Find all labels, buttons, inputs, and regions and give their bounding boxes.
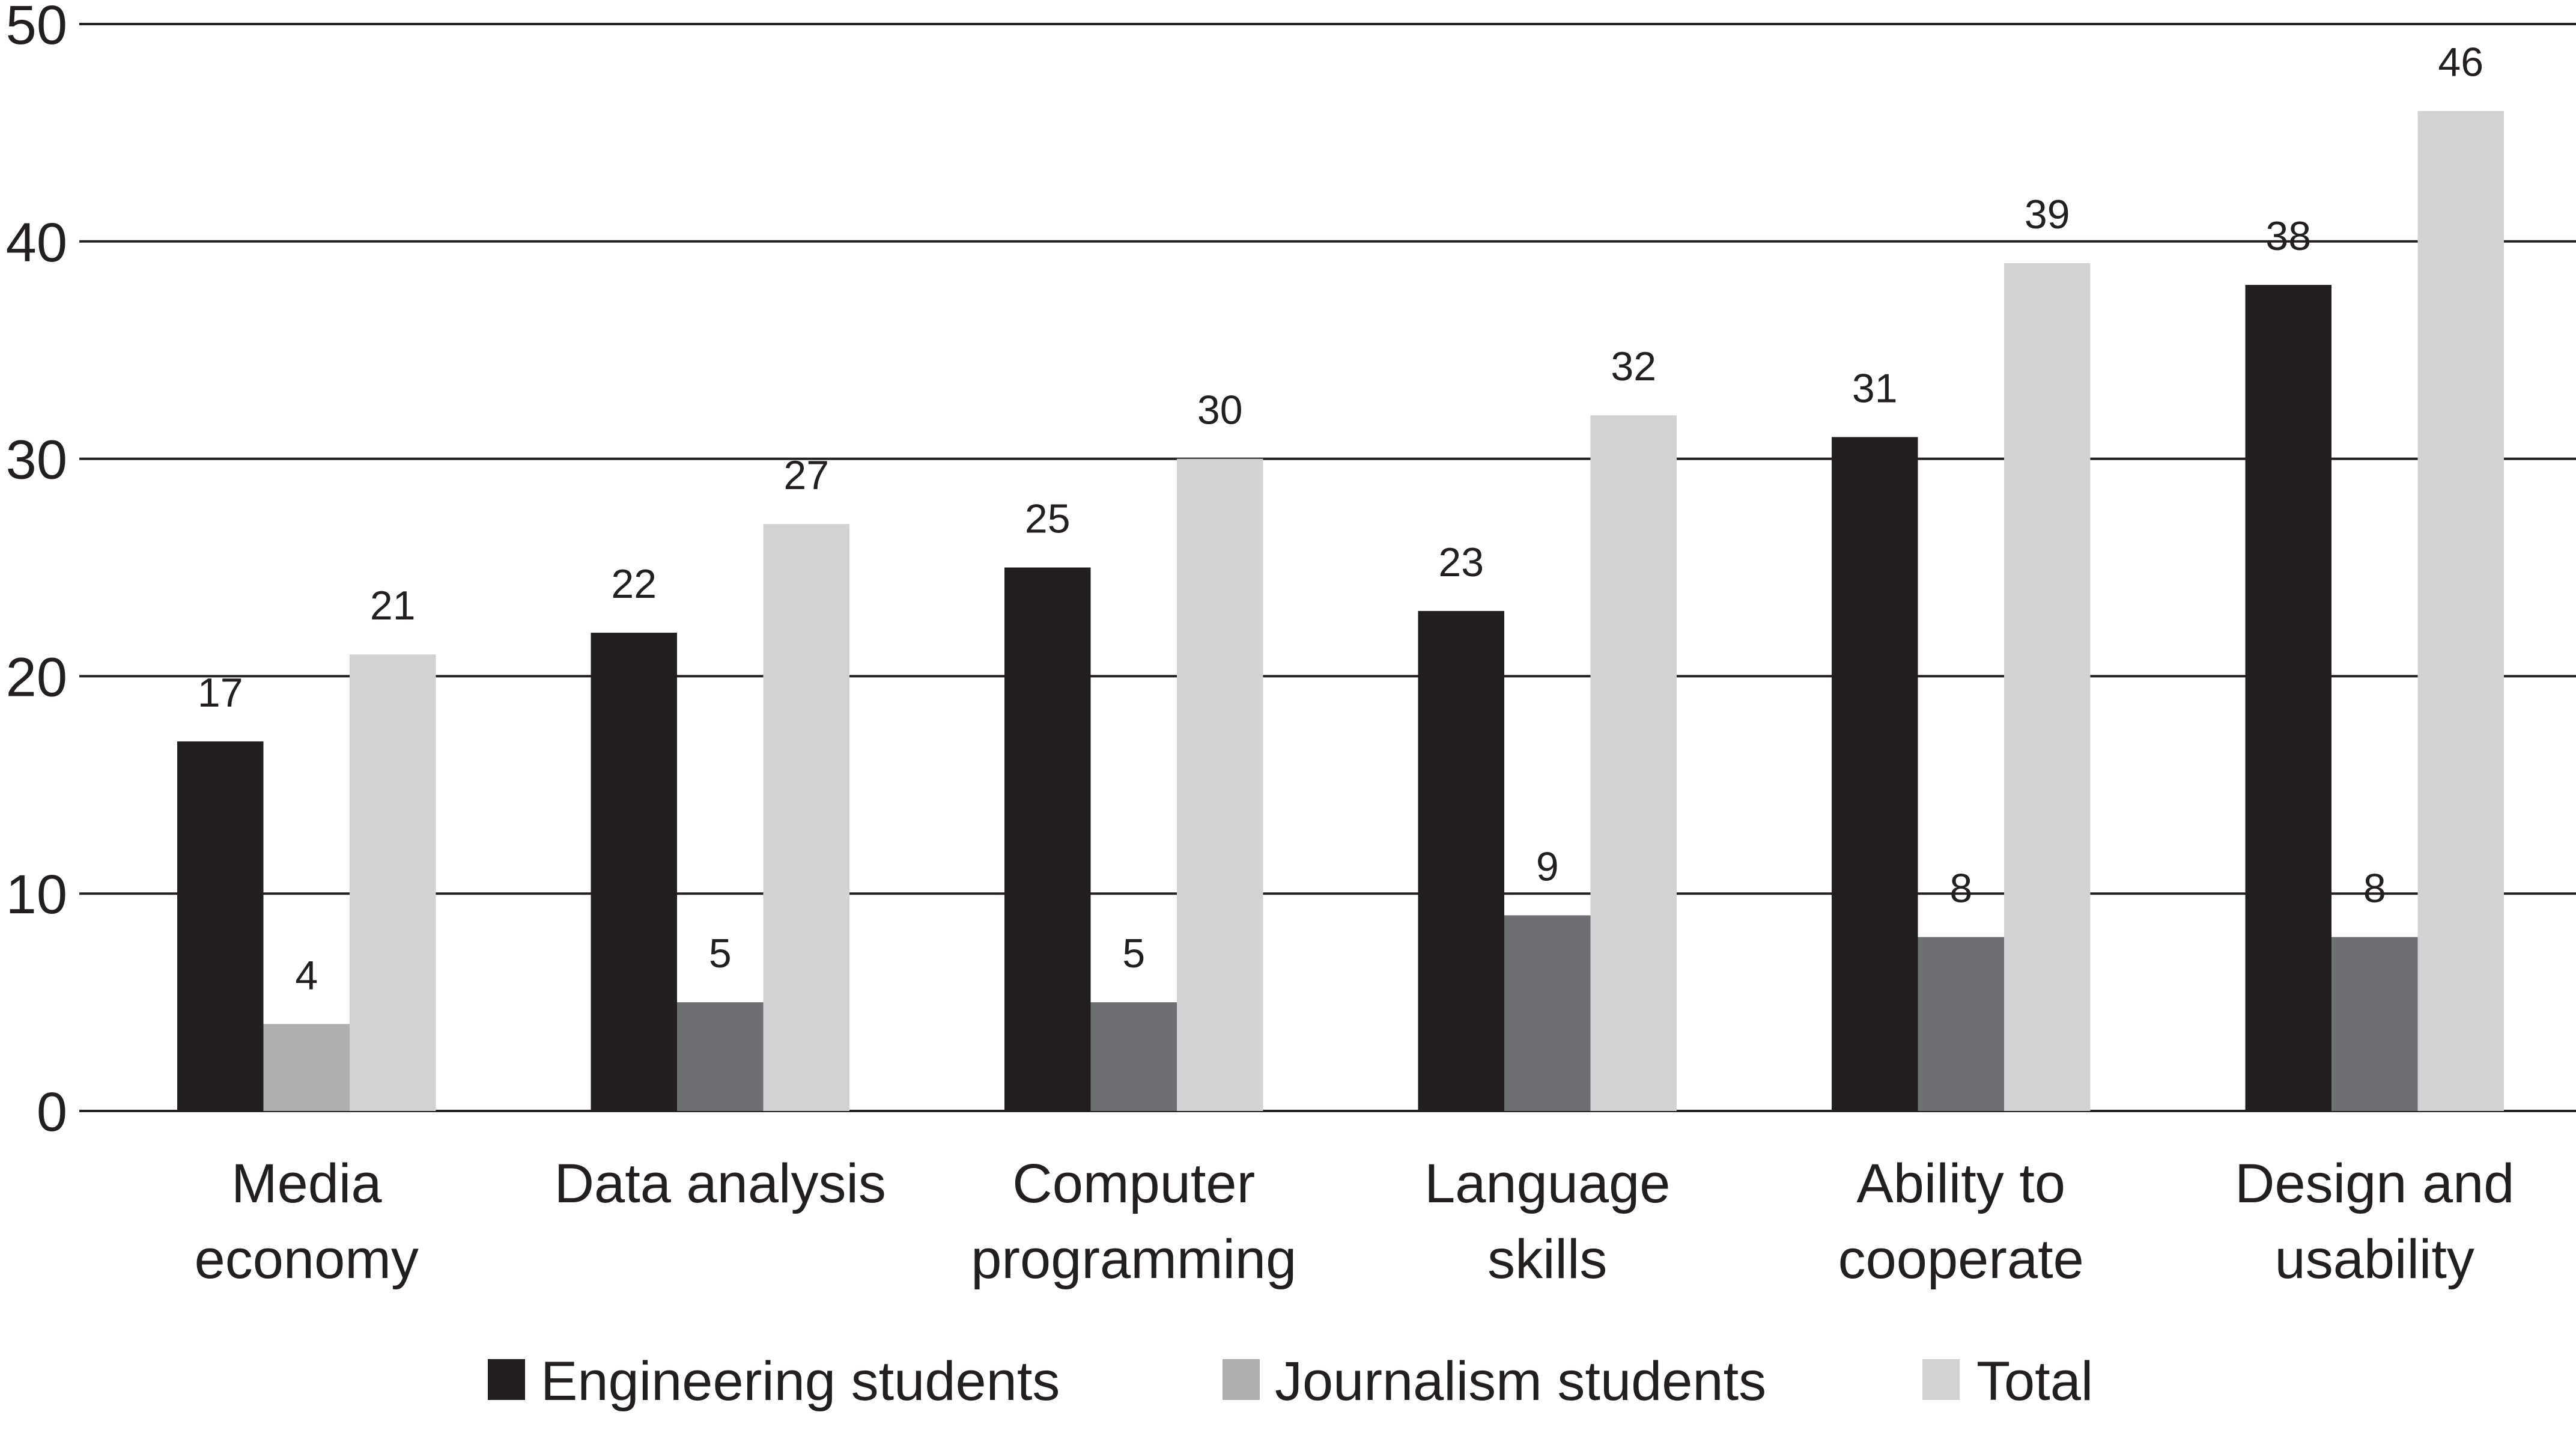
data-label: 5 bbox=[709, 931, 732, 976]
y-tick-label: 0 bbox=[37, 1082, 67, 1143]
bars bbox=[177, 111, 2504, 1112]
data-label: 8 bbox=[1949, 866, 1972, 911]
category-label: programming bbox=[971, 1229, 1296, 1290]
category-label: cooperate bbox=[1838, 1229, 2084, 1290]
bar-journalism-students-3 bbox=[1504, 915, 1591, 1111]
data-label: 9 bbox=[1536, 844, 1559, 889]
legend: Engineering students Journalism students T… bbox=[488, 1351, 2093, 1412]
legend-label: Total bbox=[1976, 1351, 2093, 1412]
category-label: economy bbox=[195, 1229, 419, 1290]
bar-total-2 bbox=[1177, 458, 1263, 1111]
bar-engineering-students-4 bbox=[1832, 437, 1918, 1112]
bar-journalism-students-5 bbox=[2331, 937, 2418, 1111]
category-label: Language bbox=[1424, 1153, 1670, 1214]
bar-engineering-students-2 bbox=[1004, 567, 1091, 1111]
gridlines bbox=[79, 23, 2576, 1112]
bar-total-0 bbox=[350, 654, 436, 1111]
bar-journalism-students-4 bbox=[1918, 937, 2004, 1111]
data-label: 25 bbox=[1025, 496, 1071, 542]
data-label: 27 bbox=[783, 452, 829, 498]
data-label: 17 bbox=[198, 670, 243, 716]
category-label: Media bbox=[231, 1153, 382, 1214]
y-tick-label: 20 bbox=[6, 647, 67, 708]
legend-label: Engineering students bbox=[541, 1351, 1060, 1412]
bar-total-3 bbox=[1590, 415, 1677, 1111]
bar-engineering-students-5 bbox=[2245, 285, 2331, 1111]
bar-journalism-students-1 bbox=[677, 1002, 764, 1111]
bar-engineering-students-3 bbox=[1418, 610, 1504, 1111]
data-label: 46 bbox=[2438, 40, 2483, 85]
bar-engineering-students-1 bbox=[591, 633, 677, 1111]
data-label: 32 bbox=[1611, 344, 1656, 389]
data-label: 22 bbox=[611, 561, 657, 607]
category-label: usability bbox=[2275, 1229, 2474, 1290]
y-axis-ticks: 0 10 20 30 40 50 bbox=[6, 0, 67, 1143]
legend-swatch-engineering-students bbox=[488, 1359, 525, 1400]
data-label: 38 bbox=[2265, 213, 2311, 259]
y-tick-label: 30 bbox=[6, 430, 67, 491]
bar-journalism-students-2 bbox=[1090, 1002, 1177, 1111]
legend-label: Journalism students bbox=[1275, 1351, 1766, 1412]
y-tick-label: 50 bbox=[6, 0, 67, 56]
legend-swatch-journalism-students bbox=[1223, 1359, 1260, 1400]
category-label: Ability to bbox=[1856, 1153, 2065, 1214]
y-tick-label: 40 bbox=[6, 212, 67, 273]
bar-journalism-students-0 bbox=[263, 1024, 350, 1111]
data-label: 39 bbox=[2025, 192, 2070, 237]
category-label: Data analysis bbox=[554, 1153, 886, 1214]
bar-engineering-students-0 bbox=[177, 741, 264, 1111]
data-label: 5 bbox=[1122, 931, 1145, 976]
data-labels: 17 4 21 22 5 27 25 5 30 23 9 32 31 8 39 38 8 46 bbox=[198, 40, 2483, 999]
x-axis-categories: Media economy Data analysis Computer program… bbox=[195, 1153, 2515, 1290]
data-label: 8 bbox=[2363, 866, 2386, 911]
legend-swatch-total bbox=[1922, 1359, 1960, 1400]
data-label: 30 bbox=[1197, 388, 1243, 433]
data-label: 21 bbox=[370, 583, 416, 628]
bar-total-1 bbox=[763, 524, 849, 1111]
y-tick-label: 10 bbox=[6, 864, 67, 925]
data-label: 4 bbox=[295, 952, 318, 998]
bar-total-5 bbox=[2417, 111, 2504, 1112]
category-label: skills bbox=[1487, 1229, 1607, 1290]
category-label: Computer bbox=[1012, 1153, 1255, 1214]
category-label: Design and bbox=[2235, 1153, 2514, 1214]
data-label: 23 bbox=[1438, 540, 1484, 585]
bar-total-4 bbox=[2004, 263, 2091, 1112]
data-label: 31 bbox=[1852, 365, 1898, 411]
